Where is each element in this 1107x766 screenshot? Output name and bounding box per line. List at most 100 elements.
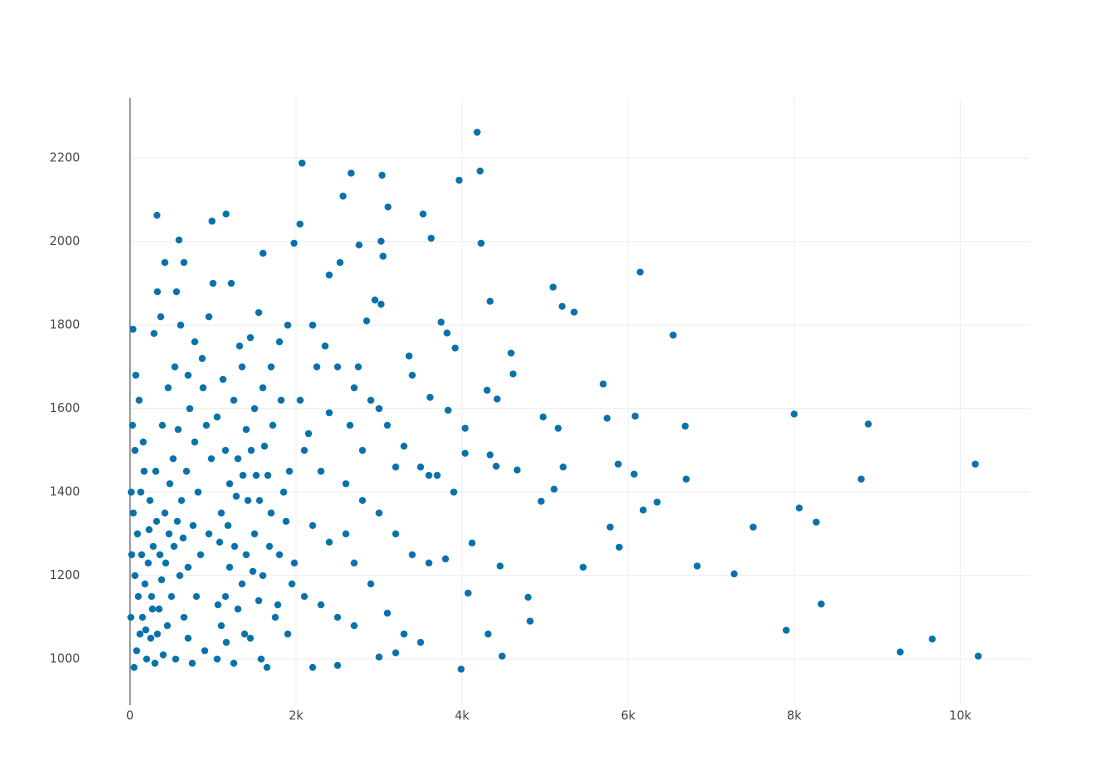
point xyxy=(256,496,264,504)
x-tick-label: 2k xyxy=(289,709,304,723)
point xyxy=(182,467,190,475)
point xyxy=(864,420,872,428)
point xyxy=(255,597,263,605)
point xyxy=(176,572,184,580)
point xyxy=(259,384,267,392)
point xyxy=(579,563,587,571)
point xyxy=(134,592,142,600)
point xyxy=(221,592,229,600)
point xyxy=(222,210,230,218)
point xyxy=(392,463,400,471)
point xyxy=(191,338,199,346)
point xyxy=(216,538,224,546)
point xyxy=(347,169,355,177)
point xyxy=(128,421,136,429)
point xyxy=(309,321,317,329)
point xyxy=(147,634,155,642)
point xyxy=(152,467,160,475)
point xyxy=(209,279,217,287)
point xyxy=(143,655,151,663)
point xyxy=(263,663,271,671)
point xyxy=(427,234,435,242)
point xyxy=(334,363,342,371)
point xyxy=(444,406,452,414)
point xyxy=(461,449,469,457)
point xyxy=(367,580,375,588)
point xyxy=(201,647,209,655)
point xyxy=(296,396,304,404)
point xyxy=(168,592,176,600)
point xyxy=(539,413,547,421)
point xyxy=(169,455,177,463)
point xyxy=(234,605,242,613)
point xyxy=(630,470,638,478)
point xyxy=(133,647,141,655)
point xyxy=(749,523,757,531)
point xyxy=(242,551,250,559)
point xyxy=(213,413,221,421)
point xyxy=(234,455,242,463)
point xyxy=(140,467,148,475)
point xyxy=(437,318,445,326)
point xyxy=(217,622,225,630)
point xyxy=(135,396,143,404)
point xyxy=(161,509,169,517)
point xyxy=(346,421,354,429)
point xyxy=(653,498,661,506)
point xyxy=(441,555,449,563)
point xyxy=(379,252,387,260)
point xyxy=(157,313,165,321)
point xyxy=(455,176,463,184)
point xyxy=(325,271,333,279)
point xyxy=(261,442,269,450)
point xyxy=(473,128,481,136)
point xyxy=(606,523,614,531)
point xyxy=(400,442,408,450)
point xyxy=(375,653,383,661)
point xyxy=(486,451,494,459)
point xyxy=(443,329,451,337)
point xyxy=(257,655,265,663)
point xyxy=(205,313,213,321)
point xyxy=(236,342,244,350)
point xyxy=(221,446,229,454)
y-tick-label: 2200 xyxy=(49,151,80,165)
point xyxy=(509,370,517,378)
point xyxy=(363,317,371,325)
point xyxy=(164,384,172,392)
point xyxy=(202,421,210,429)
point xyxy=(277,396,285,404)
point xyxy=(405,352,413,360)
point xyxy=(857,475,865,483)
point xyxy=(132,371,140,379)
point xyxy=(457,665,465,673)
point xyxy=(171,363,179,371)
point xyxy=(177,321,185,329)
point xyxy=(350,559,358,567)
y-tick-label: 1000 xyxy=(49,652,80,666)
point xyxy=(400,630,408,638)
point xyxy=(186,405,194,413)
point xyxy=(267,363,275,371)
point xyxy=(974,652,982,660)
point xyxy=(251,530,259,538)
point xyxy=(155,605,163,613)
point xyxy=(309,663,317,671)
x-tick-label: 8k xyxy=(787,709,802,723)
point xyxy=(162,559,170,567)
point xyxy=(151,659,159,667)
point xyxy=(252,471,260,479)
point xyxy=(282,517,290,525)
point xyxy=(138,551,146,559)
point xyxy=(246,334,254,342)
point xyxy=(128,551,136,559)
point xyxy=(358,446,366,454)
point xyxy=(158,576,166,584)
point xyxy=(138,613,146,621)
point xyxy=(127,488,135,496)
point xyxy=(285,467,293,475)
point xyxy=(317,467,325,475)
point xyxy=(461,424,469,432)
point xyxy=(241,630,249,638)
point xyxy=(782,626,790,634)
